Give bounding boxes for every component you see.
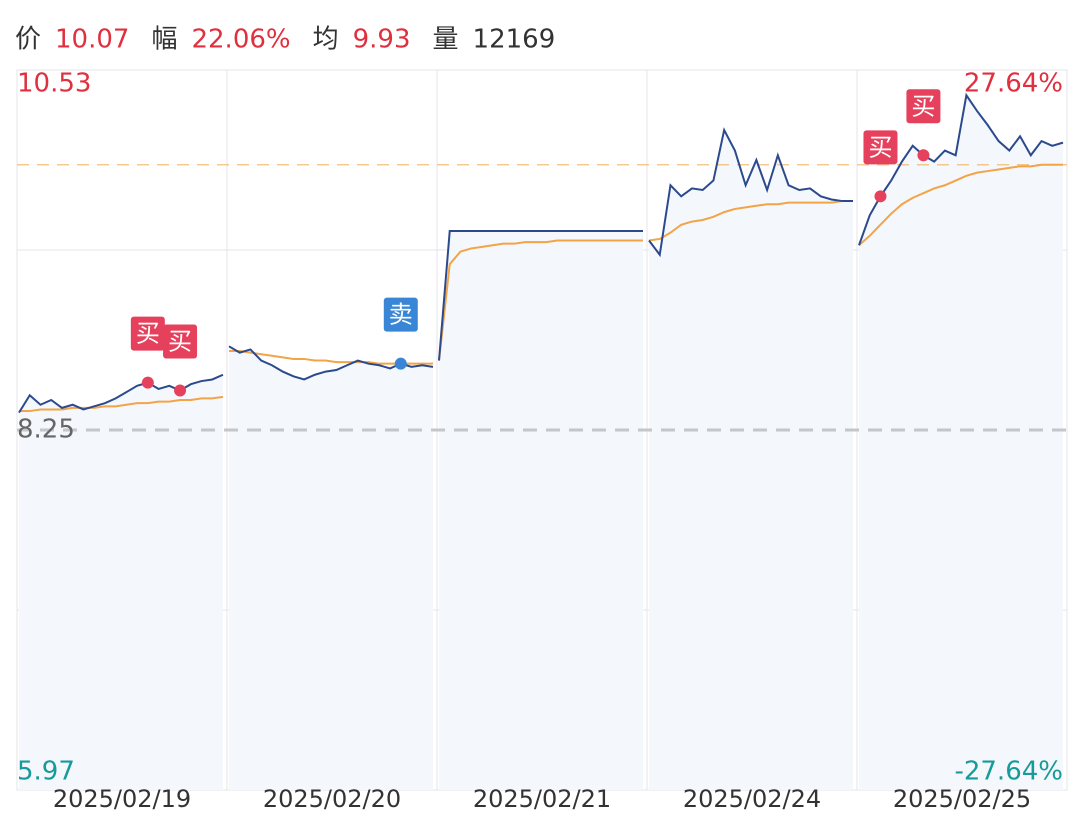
y-tick-label: 5.97 <box>17 757 75 787</box>
price-line <box>858 92 1064 246</box>
y2-tick-label: -27.64% <box>954 757 1063 787</box>
signal-label: 买 <box>911 92 935 120</box>
x-tick-label: 2025/02/19 <box>53 785 191 813</box>
header-label: 幅 <box>151 25 177 55</box>
signal-dot <box>874 190 887 203</box>
signal-dot <box>141 376 154 389</box>
header-label: 价 <box>15 25 41 55</box>
x-tick-label: 2025/02/25 <box>893 785 1031 813</box>
y-tick-label: 10.53 <box>17 69 91 99</box>
signal-badge <box>383 297 418 332</box>
x-tick-label: 2025/02/21 <box>473 785 611 813</box>
price-area <box>229 346 433 790</box>
header-value: 22.06% <box>191 25 290 55</box>
price-area <box>859 95 1063 790</box>
signal-badge <box>130 316 165 351</box>
price-line <box>18 373 224 414</box>
y-tick-label: 8.25 <box>17 415 75 445</box>
signal-dot <box>174 384 187 397</box>
header-value: 10.07 <box>55 25 129 55</box>
signal-dot <box>394 357 407 370</box>
signal-dot <box>917 149 930 162</box>
price-line <box>648 127 853 258</box>
avg-line <box>19 395 224 413</box>
header-value: 12169 <box>473 25 556 55</box>
signal-label: 买 <box>136 320 160 348</box>
header-value: 9.93 <box>353 25 411 55</box>
signal-badge <box>863 130 898 165</box>
avg-line <box>648 200 853 242</box>
signal-label: 买 <box>868 133 892 161</box>
y2-tick-label: 27.64% <box>964 69 1063 99</box>
price-line <box>438 230 643 361</box>
x-tick-label: 2025/02/24 <box>683 785 821 813</box>
signal-badge <box>163 324 198 359</box>
signal-badge <box>906 89 941 124</box>
header-label: 均 <box>313 25 339 55</box>
avg-line <box>858 163 1063 247</box>
avg-line <box>438 239 643 361</box>
signal-label: 买 <box>168 328 192 356</box>
signal-label: 卖 <box>389 301 413 329</box>
price-area <box>439 231 643 791</box>
x-tick-label: 2025/02/20 <box>263 785 401 813</box>
header: 价 10.07 幅 22.06% 均 9.93 量 12169 <box>15 25 555 55</box>
price-area <box>19 374 223 790</box>
header-label: 量 <box>433 25 459 55</box>
price-area <box>649 130 853 790</box>
